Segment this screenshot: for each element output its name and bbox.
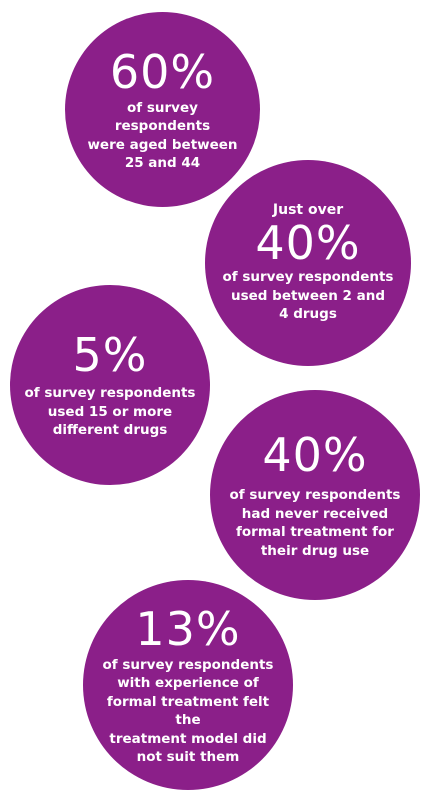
stat-description-line: of survey respondents <box>102 656 274 673</box>
stat-description-line: treatment model did <box>109 730 267 747</box>
stat-bubble-treatment-model: 13% of survey respondents with experienc… <box>83 580 293 790</box>
stat-description: of survey respondents used 15 or more di… <box>25 384 196 440</box>
stat-value: 40% <box>255 216 361 271</box>
stat-description-line: with experience of <box>117 675 259 691</box>
stat-description-line: of survey respondents <box>222 269 394 286</box>
stat-bubble-fifteen-drugs: 5% of survey respondents used 15 or more… <box>10 285 210 485</box>
stat-value: 13% <box>135 601 241 656</box>
stat-value: 60% <box>109 44 216 99</box>
stat-description-line: of survey respondents <box>24 385 196 402</box>
stat-bubble-drug-count: Just over 40% of survey respondents used… <box>205 160 411 366</box>
stat-description: of survey respondents had never received… <box>230 486 401 560</box>
stat-description-line: their drug use <box>260 542 370 559</box>
stat-description-line: formal treatment felt the <box>106 693 270 729</box>
stat-description-line: of survey respondents <box>114 99 211 135</box>
stat-description-line: 25 and 44 <box>124 155 201 171</box>
stat-description-line: 4 drugs <box>279 306 337 323</box>
stat-description-line: were aged between <box>87 136 238 153</box>
stat-value: 40% <box>262 428 368 482</box>
stat-description-line: of survey respondents <box>229 487 401 503</box>
stat-description-line: used between 2 and <box>230 287 385 304</box>
stat-description-line: different drugs <box>52 422 168 439</box>
stat-description-line: had never received <box>241 505 389 522</box>
stat-bubble-no-treatment: 40% of survey respondents had never rece… <box>210 390 420 600</box>
stat-prefix: Just over <box>272 202 344 219</box>
stat-description: of survey respondents used between 2 and… <box>223 268 394 324</box>
stat-description-line: formal treatment for <box>236 524 394 540</box>
stat-value: 5% <box>72 328 148 383</box>
stat-bubble-age: 60% of survey respondents were aged betw… <box>65 12 260 207</box>
stat-description: of survey respondents with experience of… <box>97 656 279 767</box>
stat-description-line: not suit them <box>136 749 240 765</box>
stat-description: of survey respondents were aged between … <box>79 99 246 173</box>
stat-description-line: used 15 or more <box>47 403 173 420</box>
